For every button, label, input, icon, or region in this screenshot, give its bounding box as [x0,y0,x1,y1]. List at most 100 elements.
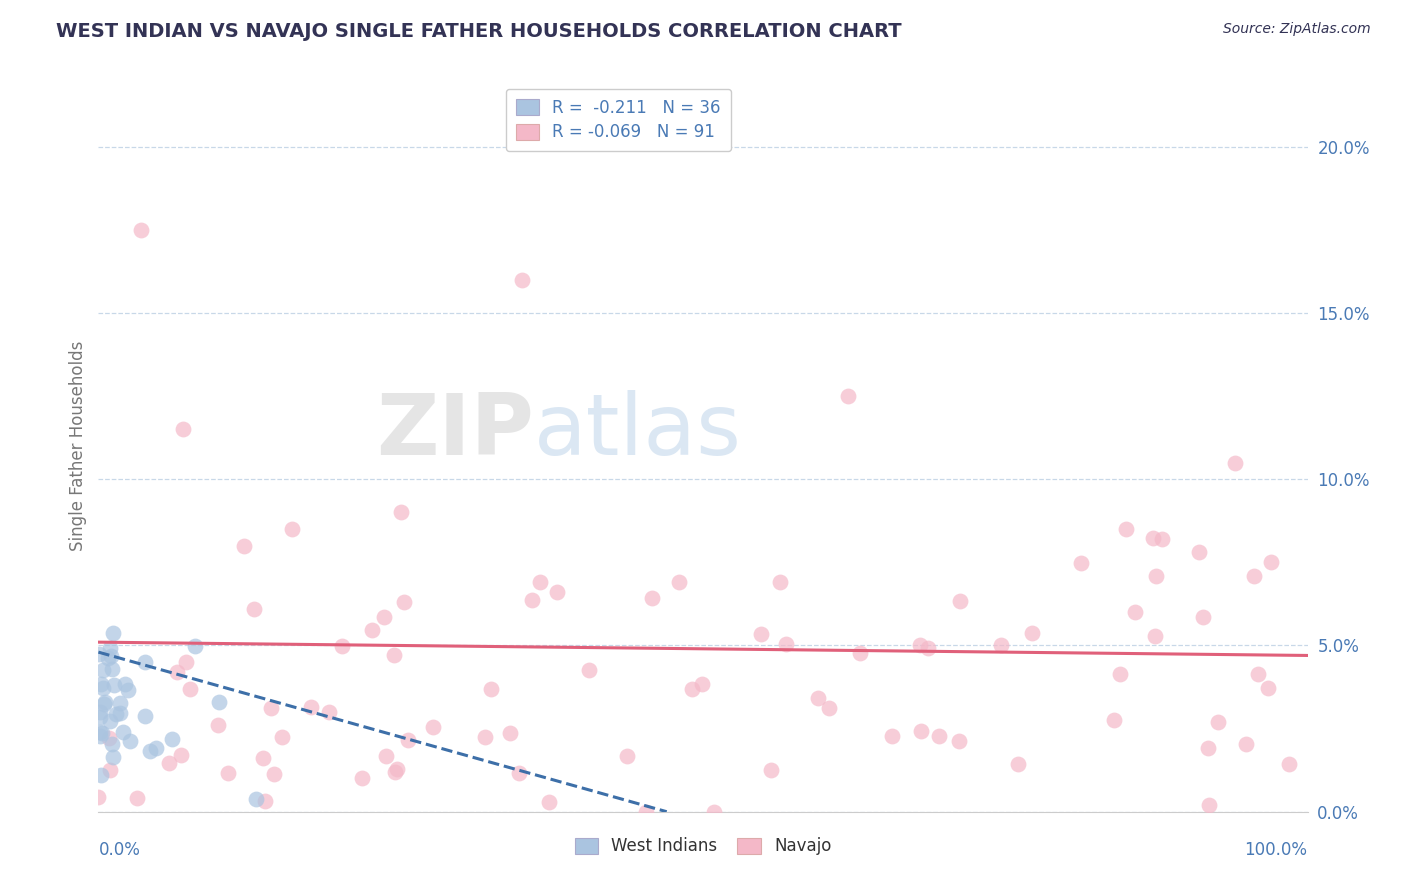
Point [928,730,950,744]
Point [252,751,274,765]
Point [271,731,294,745]
Point [184,640,207,654]
Point [479,682,502,697]
Point [508,765,530,780]
Point [101,662,124,676]
Point [208,695,231,709]
Point [882,729,904,743]
Point [134,656,156,670]
Point [299,699,322,714]
Point [1247,667,1270,681]
Point [1021,625,1043,640]
Point [1198,797,1220,812]
Point [520,592,543,607]
Point [474,730,496,744]
Point [94,694,117,708]
Point [807,691,830,706]
Point [374,748,396,763]
Point [636,805,658,819]
Point [499,726,522,740]
Point [1070,556,1092,570]
Point [948,734,970,748]
Point [139,743,162,757]
Point [243,602,266,616]
Point [89,730,111,744]
Text: 0.0%: 0.0% [98,841,141,859]
Point [1123,605,1146,619]
Point [97,650,120,665]
Point [1188,545,1211,559]
Point [98,714,121,728]
Point [818,701,841,715]
Point [179,682,201,697]
Text: atlas: atlas [534,390,742,473]
Point [384,765,406,780]
Point [176,655,198,669]
Point [1260,555,1282,569]
Point [1257,681,1279,695]
Point [318,705,340,719]
Point [103,678,125,692]
Point [949,593,972,607]
Point [1144,568,1167,582]
Point [157,756,180,771]
Point [105,707,128,722]
Point [98,640,121,655]
Point [101,737,124,751]
Point [108,696,131,710]
Point [546,585,568,599]
Text: ZIP: ZIP [375,390,534,473]
Legend: West Indians, Navajo: West Indians, Navajo [568,830,838,862]
Point [114,677,136,691]
Point [91,726,114,740]
Point [690,677,713,691]
Point [110,706,132,720]
Point [389,506,412,520]
Point [87,789,110,804]
Text: 100.0%: 100.0% [1244,841,1308,859]
Point [232,539,254,553]
Point [260,701,283,715]
Point [769,575,792,590]
Point [169,748,191,763]
Point [1143,630,1166,644]
Point [837,389,859,403]
Point [1102,713,1125,727]
Point [125,791,148,805]
Point [145,740,167,755]
Point [97,731,120,746]
Point [245,792,267,806]
Point [775,637,797,651]
Point [166,665,188,680]
Point [134,709,156,723]
Point [1115,522,1137,536]
Point [361,624,384,638]
Point [641,591,664,606]
Point [89,710,111,724]
Point [1191,609,1213,624]
Point [207,718,229,732]
Point [1243,569,1265,583]
Point [510,273,533,287]
Point [263,767,285,781]
Point [172,422,194,436]
Point [103,625,125,640]
Point [849,646,872,660]
Point [1278,757,1301,772]
Text: Source: ZipAtlas.com: Source: ZipAtlas.com [1223,22,1371,37]
Point [1234,737,1257,751]
Point [422,720,444,734]
Point [385,762,408,776]
Point [98,763,121,777]
Point [350,771,373,785]
Point [578,663,600,677]
Point [90,768,112,782]
Point [1108,667,1130,681]
Point [396,733,419,747]
Point [373,609,395,624]
Point [117,683,139,698]
Point [681,682,703,697]
Point [668,575,690,590]
Point [93,664,115,678]
Point [217,766,239,780]
